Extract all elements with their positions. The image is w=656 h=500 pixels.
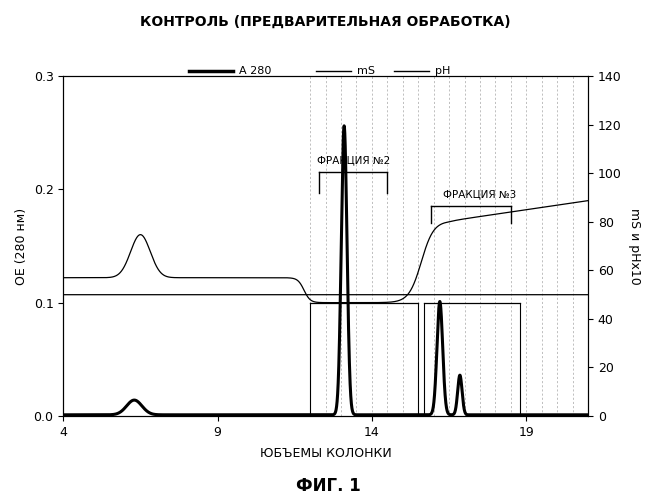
Y-axis label: mS и pHx10: mS и pHx10 bbox=[628, 208, 641, 284]
Text: ФРАКЦИЯ №2: ФРАКЦИЯ №2 bbox=[317, 156, 390, 166]
X-axis label: ЮБЪЕМЫ КОЛОНКИ: ЮБЪЕМЫ КОЛОНКИ bbox=[260, 447, 392, 460]
Text: A 280: A 280 bbox=[239, 66, 271, 76]
Text: pH: pH bbox=[435, 66, 450, 76]
Title: КОНТРОЛЬ (ПРЕДВАРИТЕЛЬНАЯ ОБРАБОТКА): КОНТРОЛЬ (ПРЕДВАРИТЕЛЬНАЯ ОБРАБОТКА) bbox=[140, 15, 511, 29]
Text: ФРАКЦИЯ №3: ФРАКЦИЯ №3 bbox=[443, 190, 516, 200]
Text: ФИГ. 1: ФИГ. 1 bbox=[296, 477, 360, 495]
Y-axis label: ОЕ (280 нм): ОЕ (280 нм) bbox=[15, 208, 28, 284]
Text: mS: mS bbox=[357, 66, 375, 76]
